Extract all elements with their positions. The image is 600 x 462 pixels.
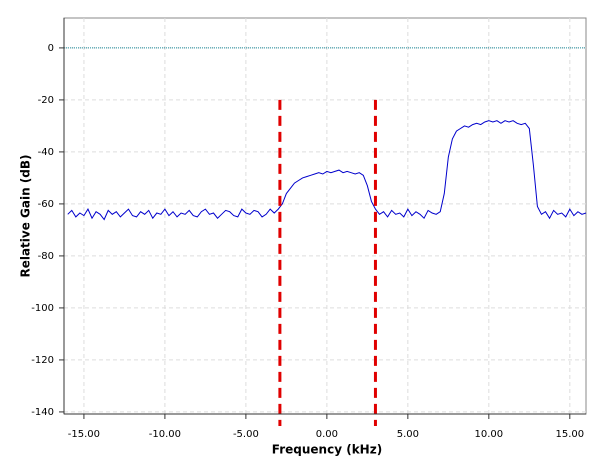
x-tick-label: 15.00 xyxy=(555,429,584,440)
x-tick-label: 10.00 xyxy=(475,429,504,440)
x-tick-label: 5.00 xyxy=(397,429,419,440)
plot-area xyxy=(63,17,587,415)
spectrum-line xyxy=(67,120,587,221)
y-tick-label: -40 xyxy=(38,147,54,158)
y-tick-label: -140 xyxy=(31,407,54,418)
x-tick-label: -15.00 xyxy=(68,429,100,440)
y-tick-label: -60 xyxy=(38,199,54,210)
y-tick-label: -20 xyxy=(38,95,54,106)
x-tick-label: 0.00 xyxy=(316,429,338,440)
y-tick-label: -120 xyxy=(31,355,54,366)
y-axis-title: Relative Gain (dB) xyxy=(19,154,33,277)
y-tick-label: -100 xyxy=(31,303,54,314)
x-axis-title: Frequency (kHz) xyxy=(272,443,382,457)
x-tick-label: -10.00 xyxy=(149,429,181,440)
y-tick-label: -80 xyxy=(38,251,54,262)
x-tick-label: -5.00 xyxy=(233,429,259,440)
y-tick-label: 0 xyxy=(48,43,54,54)
